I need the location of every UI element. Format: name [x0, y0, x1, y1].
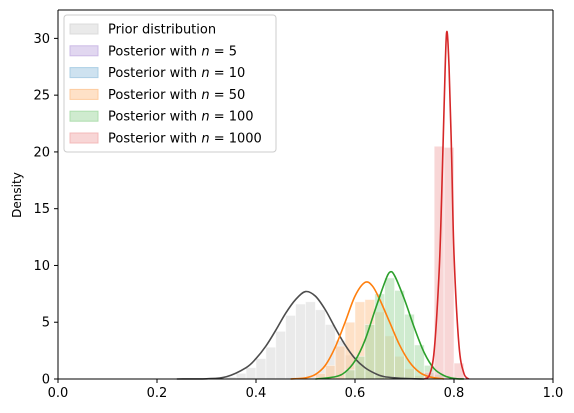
histogram-bar [265, 346, 277, 380]
x-tick-label: 0.0 [48, 386, 69, 401]
y-tick-label: 30 [33, 32, 50, 47]
histogram-bar [314, 309, 326, 380]
histogram-bar [394, 290, 405, 380]
legend-label: Posterior with n = 10 [108, 66, 245, 81]
legend-label: Posterior with n = 50 [108, 88, 245, 103]
histogram-bar [245, 367, 257, 380]
histogram-bar [235, 372, 247, 380]
legend-swatch [69, 23, 99, 35]
histogram-bar [305, 301, 316, 380]
legend-swatch [69, 132, 99, 144]
legend-swatch [69, 45, 99, 57]
kde-curve [423, 30, 470, 380]
x-tick-label: 0.6 [345, 386, 366, 401]
legend: Prior distribution Posterior with n = 5 Po… [63, 14, 277, 153]
kde-curve [315, 270, 464, 380]
legend-label: Posterior with n = 1000 [108, 132, 262, 147]
x-tick-label: 0.8 [444, 386, 465, 401]
legend-frame [63, 14, 277, 153]
y-tick-label: 5 [42, 316, 50, 331]
plot-frame [57, 9, 554, 380]
x-axis-ticks: 0.0 0.2 0.4 0.6 0.8 1.0 [48, 379, 564, 401]
y-axis-ticks: 0 5 10 15 20 25 30 [33, 32, 58, 388]
y-tick-label: 15 [33, 202, 50, 217]
legend-swatch [69, 88, 99, 100]
legend-swatch [69, 110, 99, 122]
histogram-bar [295, 303, 306, 380]
legend-label: Prior distribution [108, 23, 216, 38]
y-tick-label: 25 [33, 89, 50, 104]
legend-label: Posterior with n = 5 [108, 44, 237, 59]
legend-label: Posterior with n = 100 [108, 110, 254, 125]
legend-swatch [69, 67, 99, 79]
histogram-bar [255, 358, 267, 380]
y-tick-label: 0 [42, 373, 50, 388]
histogram-bar [285, 315, 297, 380]
y-tick-label: 10 [33, 259, 50, 274]
kde-curve-layer [176, 30, 470, 380]
x-tick-label: 0.4 [246, 386, 267, 401]
histogram-layer [225, 145, 465, 380]
histogram-bar [275, 330, 287, 380]
kde-curve [290, 281, 445, 380]
y-tick-label: 20 [33, 145, 50, 160]
y-axis-title: Density [10, 172, 24, 218]
kde-curve [176, 290, 425, 380]
x-tick-label: 1.0 [543, 386, 564, 401]
x-tick-label: 0.2 [147, 386, 168, 401]
